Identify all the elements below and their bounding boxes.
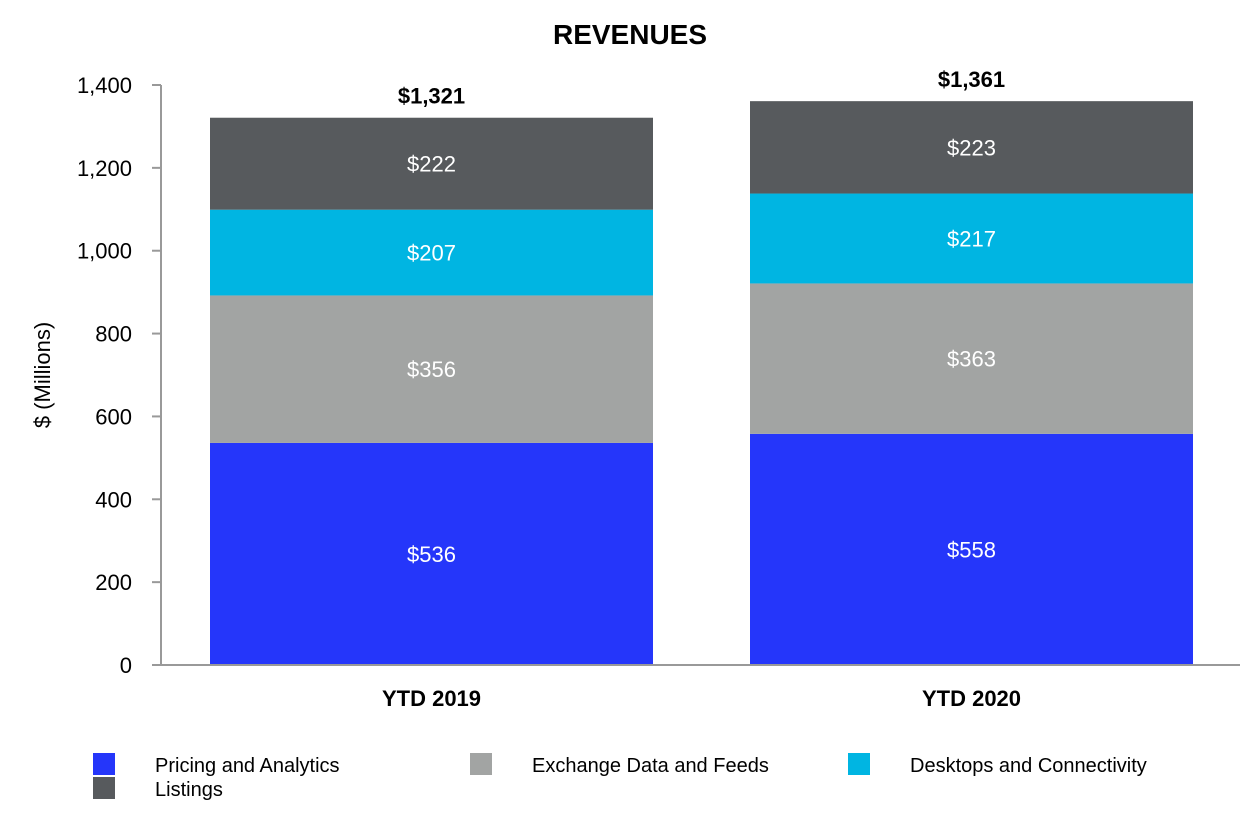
bar-segment-listings [210,117,653,210]
y-tick-label: 1,200 [77,156,132,181]
data-label: $222 [407,152,456,177]
y-tick-label: 1,400 [77,73,132,98]
legend-label: Pricing and Analytics [155,755,340,777]
total-label: $1,361 [938,67,1005,92]
bar-segment-desktops-and-connectivity [210,209,653,296]
bar-segment-listings [750,101,1193,194]
total-label: $1,321 [398,84,465,109]
data-label: $363 [947,347,996,372]
data-label: $558 [947,537,996,562]
data-label: $356 [407,357,456,382]
bar-segment-exchange-data-and-feeds [210,295,653,443]
bar-segment-desktops-and-connectivity [750,193,1193,284]
y-tick-label: 800 [95,322,132,347]
data-label: $223 [947,135,996,160]
y-tick-label: 200 [95,570,132,595]
data-label: $207 [407,241,456,266]
x-tick-label: YTD 2019 [382,686,481,711]
legend-label: Exchange Data and Feeds [532,755,769,777]
legend-label: Desktops and Connectivity [910,755,1147,777]
axes-group: YTD 2019 YTD 2020 0 200 400 600 800 1,000 1,200 1… [77,73,1240,711]
legend-swatch [470,753,492,775]
data-label: $217 [947,226,996,251]
bars-group: $536 $356 $207 $222 $1,321 $558 $363 $217 $223 $1… [210,67,1193,665]
legend-swatch [848,753,870,775]
chart-title: REVENUES [553,19,707,50]
y-axis-label: $ (Millions) [30,322,55,428]
data-label: $536 [407,542,456,567]
bar-segment-pricing-and-analytics [750,433,1193,665]
y-tick-label: 0 [120,653,132,678]
legend: Pricing and Analytics Exchange Data and F… [93,753,1147,801]
legend-swatch [93,753,115,775]
legend-label: Listings [155,779,223,801]
legend-swatch [93,777,115,799]
bar-segment-exchange-data-and-feeds [750,283,1193,434]
y-tick-label: 400 [95,487,132,512]
x-tick-label: YTD 2020 [922,686,1021,711]
y-tick-label: 1,000 [77,239,132,264]
bar-segment-pricing-and-analytics [210,442,653,665]
y-tick-label: 600 [95,404,132,429]
